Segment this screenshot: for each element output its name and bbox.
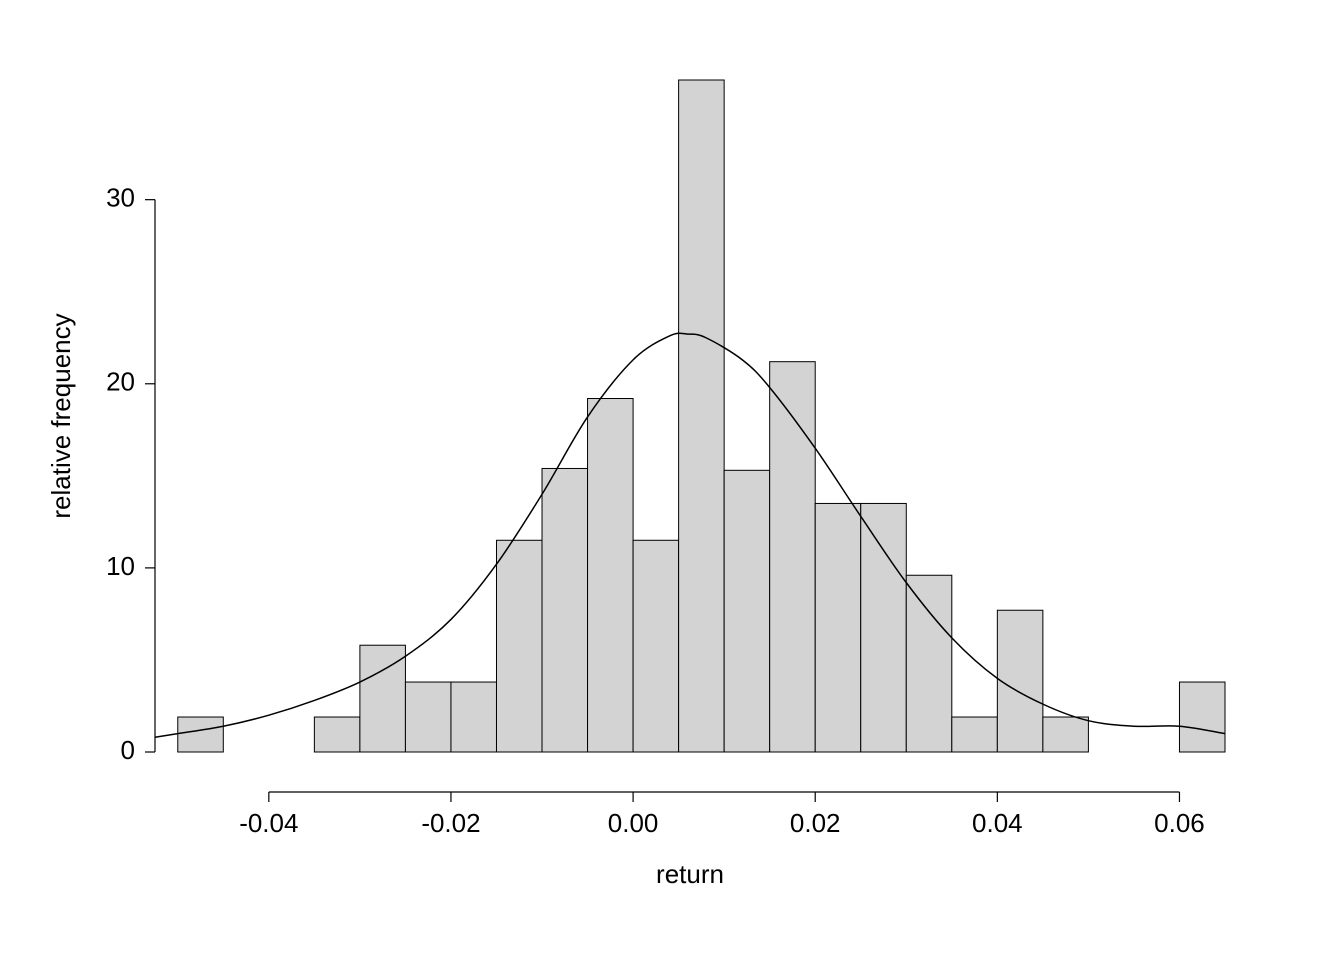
histogram-bar (542, 468, 588, 752)
y-tick-label: 0 (121, 735, 135, 765)
x-axis-title: return (656, 859, 724, 889)
histogram-bars (178, 80, 1225, 752)
x-tick-label: 0.02 (790, 808, 841, 838)
histogram-bar (952, 717, 998, 752)
histogram-bar (997, 610, 1043, 752)
histogram-bar (815, 503, 861, 752)
histogram-bar (770, 362, 816, 752)
histogram-bar (906, 575, 952, 752)
x-tick-label: -0.04 (239, 808, 298, 838)
y-axis: 0 10 20 30 (106, 183, 155, 765)
x-axis: -0.04 -0.02 0.00 0.02 0.04 0.06 (239, 792, 1205, 838)
histogram-bar (633, 540, 679, 752)
histogram-bar (496, 540, 542, 752)
x-tick-label: 0.06 (1154, 808, 1205, 838)
y-tick-label: 10 (106, 551, 135, 581)
histogram-bar (1179, 682, 1225, 752)
histogram-chart: 0 10 20 30 -0.04 -0.02 0.00 0.02 0.04 0.06 return r… (0, 0, 1344, 960)
histogram-bar (405, 682, 451, 752)
histogram-bar (679, 80, 725, 752)
y-tick-label: 20 (106, 367, 135, 397)
histogram-bar (451, 682, 497, 752)
histogram-bar (588, 399, 634, 752)
histogram-bar (1043, 717, 1089, 752)
histogram-bar (861, 503, 907, 752)
x-tick-label: -0.02 (421, 808, 480, 838)
histogram-bar (724, 470, 770, 752)
histogram-bar (178, 717, 224, 752)
x-tick-label: 0.00 (608, 808, 659, 838)
histogram-bar (314, 717, 360, 752)
y-axis-title: relative frequency (46, 313, 76, 518)
y-tick-label: 30 (106, 183, 135, 213)
x-tick-label: 0.04 (972, 808, 1023, 838)
